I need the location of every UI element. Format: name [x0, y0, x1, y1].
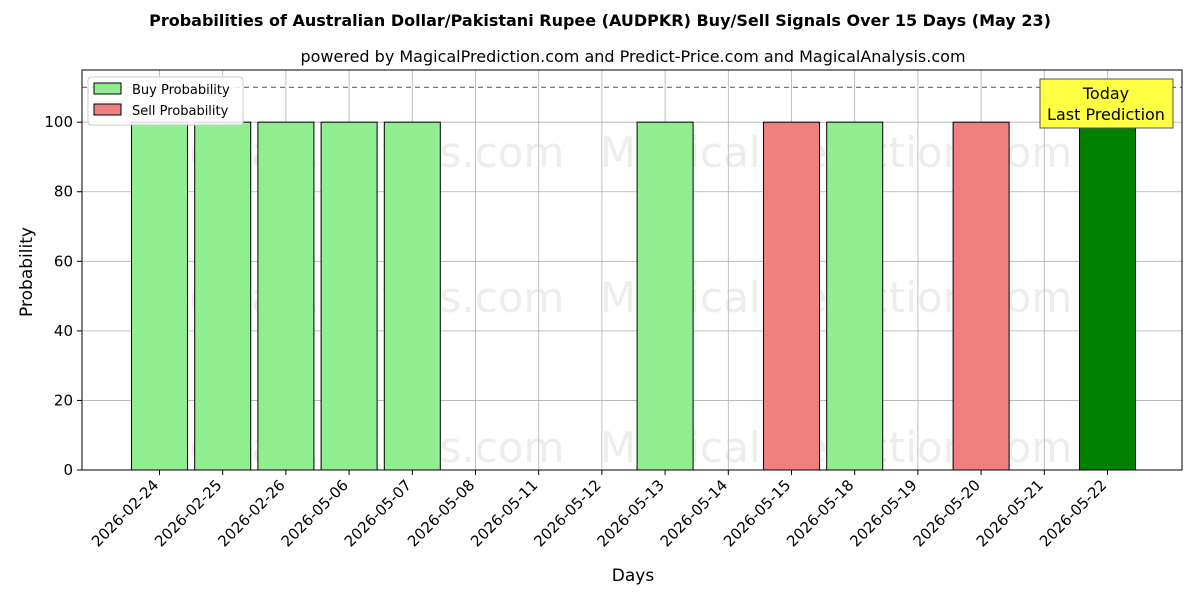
- y-tick-label: 20: [54, 391, 73, 409]
- annotation-box: [1039, 78, 1174, 129]
- x-tick-label: 2026-05-08: [404, 476, 478, 550]
- x-tick-label: 2026-02-26: [214, 476, 288, 550]
- y-tick-label: 80: [54, 183, 73, 201]
- legend-label-buy: Buy Probability: [132, 83, 230, 98]
- buy-bar-2026-02-24: [131, 121, 188, 471]
- y-tick-label: 100: [44, 113, 73, 131]
- annotation-line-2: Last Prediction: [1047, 105, 1165, 124]
- sell-bar-2026-05-20: [952, 121, 1010, 471]
- x-tick-label: 2026-05-18: [783, 476, 857, 550]
- x-axis-label: Days: [612, 566, 655, 586]
- y-tick-label: 0: [63, 461, 73, 479]
- x-axis-ticks: 2026-02-242026-02-252026-02-262026-05-06…: [88, 470, 1110, 550]
- buy-bar-2026-05-13: [636, 121, 694, 471]
- x-tick-label: 2026-02-25: [151, 476, 225, 550]
- legend-label-sell: Sell Probability: [132, 104, 229, 119]
- buy-bar-2026-05-07: [383, 121, 441, 471]
- y-axis-label: Probability: [17, 227, 37, 317]
- x-tick-label: 2026-05-06: [278, 476, 352, 550]
- x-tick-label: 2026-05-11: [467, 476, 541, 550]
- y-tick-label: 60: [54, 252, 73, 270]
- x-tick-label: 2026-05-15: [720, 476, 794, 550]
- legend: Buy Probability Sell Probability: [87, 76, 244, 126]
- buy-bar-2026-02-26: [257, 121, 315, 471]
- buy-bar-2026-05-18: [826, 121, 884, 471]
- x-tick-label: 2026-05-21: [973, 476, 1047, 550]
- plot-frame: [81, 69, 1183, 471]
- x-tick-label: 2026-05-14: [657, 476, 731, 550]
- legend-box: [87, 76, 244, 126]
- x-tick-label: 2026-05-07: [341, 476, 415, 550]
- x-tick-label: 2026-05-13: [594, 476, 668, 550]
- legend-swatch-sell: [93, 103, 122, 116]
- y-tick-label: 40: [54, 322, 73, 340]
- y-axis-ticks: 0 20 40 60 80 100: [44, 113, 82, 479]
- legend-swatch-buy: [93, 82, 122, 95]
- chart-subtitle: powered by MagicalPrediction.com and Pre…: [300, 47, 965, 66]
- buy-bar-2026-05-06: [320, 121, 378, 471]
- chart-title: Probabilities of Australian Dollar/Pakis…: [149, 11, 1051, 30]
- buy-bar-2026-02-25: [194, 121, 252, 471]
- x-tick-label: 2026-05-22: [1036, 476, 1110, 550]
- x-tick-label: 2026-05-20: [910, 476, 984, 550]
- sell-bar-2026-05-15: [763, 121, 820, 471]
- x-tick-label: 2026-05-12: [530, 476, 604, 550]
- x-tick-label: 2026-02-24: [88, 476, 162, 550]
- buy-bar-2026-05-22: [1079, 121, 1136, 471]
- annotation-line-1: Today: [1082, 84, 1129, 103]
- x-tick-label: 2026-05-19: [846, 476, 920, 550]
- today-annotation: Today Last Prediction: [1039, 78, 1174, 129]
